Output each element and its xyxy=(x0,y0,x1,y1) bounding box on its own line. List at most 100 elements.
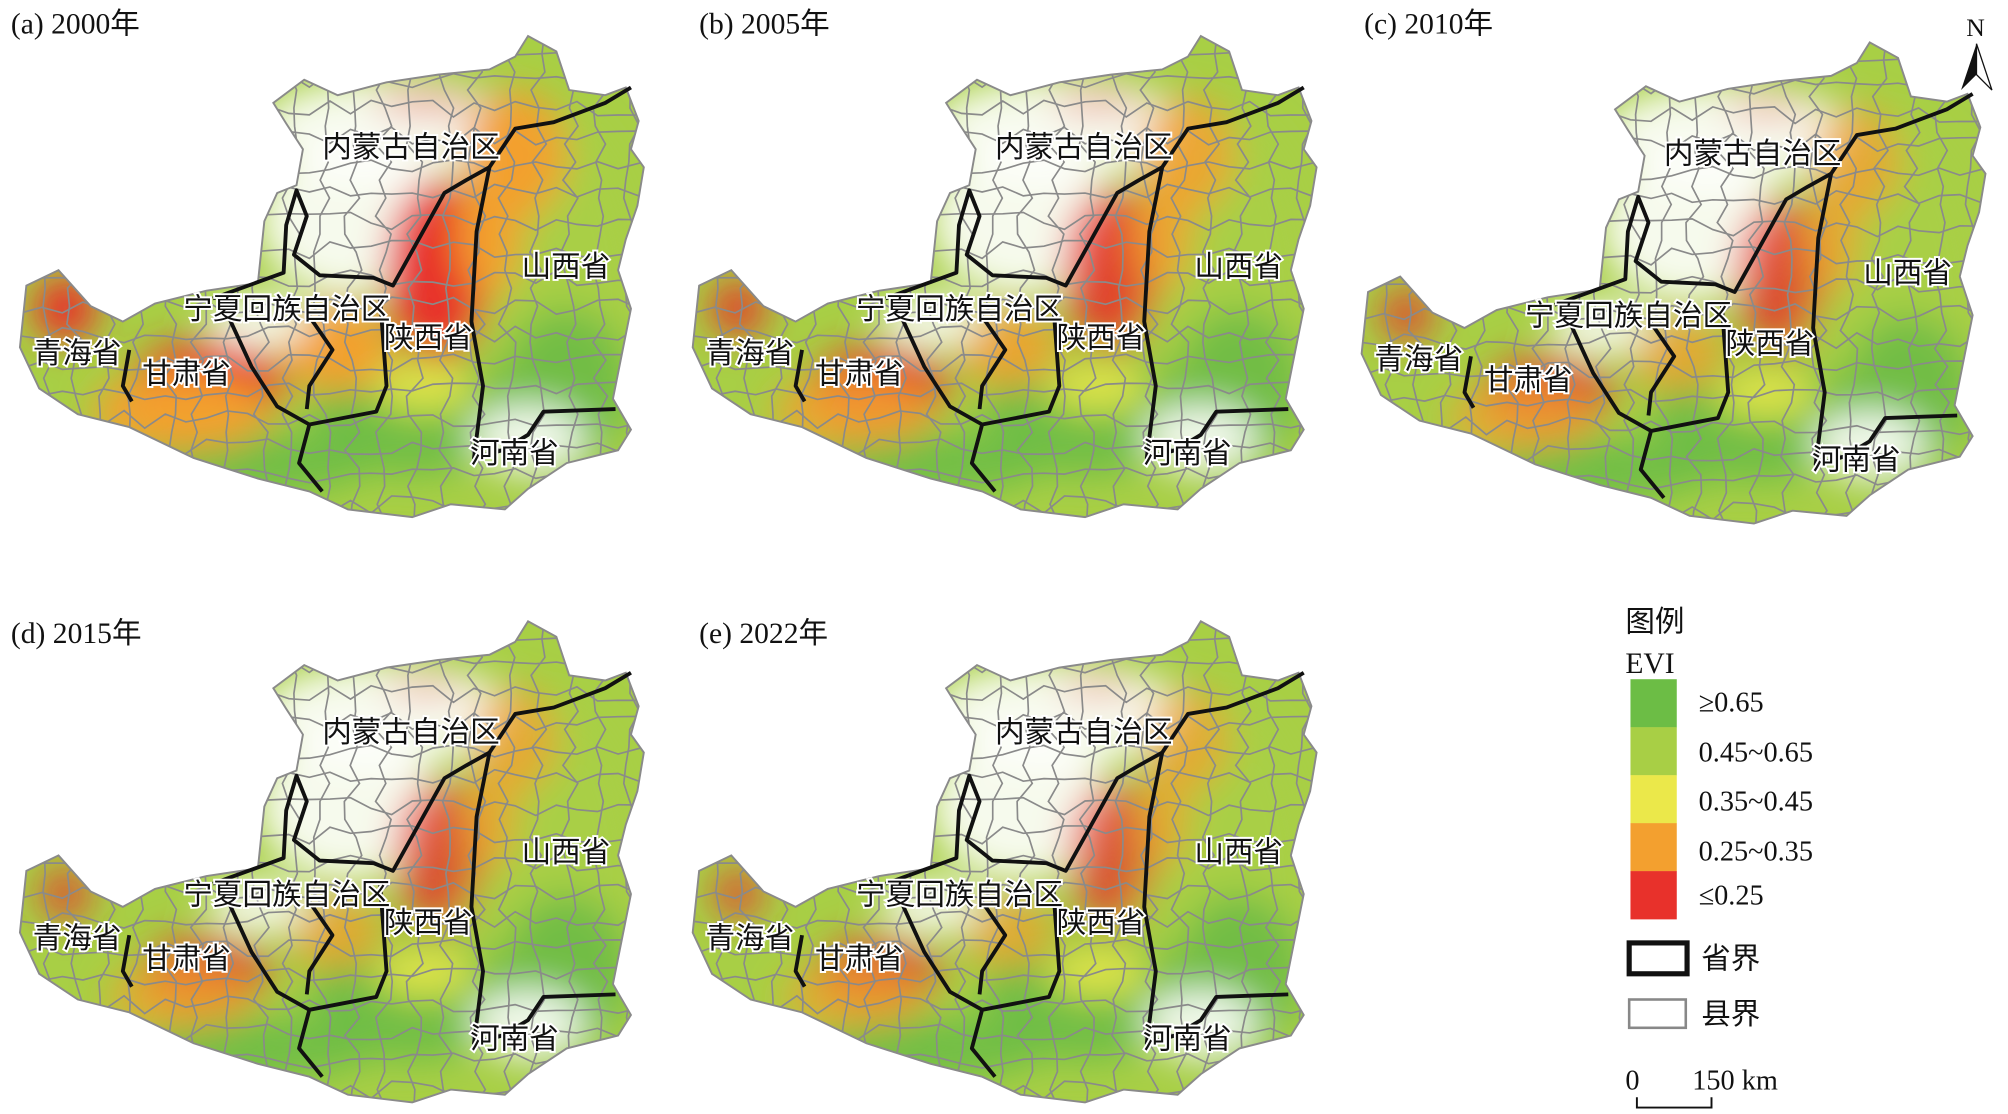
county-boundary xyxy=(653,585,670,1107)
evi-zone xyxy=(1628,315,1726,392)
county-boundary xyxy=(799,621,819,1103)
province-boundary xyxy=(793,934,807,988)
evi-zone xyxy=(287,895,383,970)
county-boundary xyxy=(653,0,670,522)
county-boundary xyxy=(692,621,696,1103)
province-boundary xyxy=(884,165,1164,301)
county-boundary xyxy=(799,36,819,518)
county-boundary xyxy=(1170,36,1190,518)
province-boundary xyxy=(1811,173,1958,467)
region-label-inner-mongolia: 内蒙古自治区 xyxy=(995,130,1172,164)
region-label-inner-mongolia: 内蒙古自治区 xyxy=(322,130,499,164)
county-boundary xyxy=(1808,42,1829,524)
province-boundary xyxy=(469,166,616,460)
evi-zone xyxy=(373,95,477,111)
county-boundary xyxy=(1407,42,1427,524)
panel-label-a: (a) 2000年 xyxy=(11,7,140,40)
legend-swatch xyxy=(1630,775,1677,824)
region-label-shaanxi: 陕西省 xyxy=(384,320,473,354)
province-boundary-swatch xyxy=(1626,940,1690,977)
county-boundary xyxy=(529,621,548,1103)
region-label-shanxi: 山西省 xyxy=(522,250,611,284)
evi-zone xyxy=(781,966,926,1028)
county-boundary xyxy=(127,36,146,518)
province-boundary xyxy=(487,671,632,754)
province-boundary xyxy=(487,85,632,169)
evi-zone xyxy=(463,764,516,870)
county-boundary xyxy=(1139,36,1160,518)
evi-zone xyxy=(395,781,481,930)
province-boundary xyxy=(1160,671,1305,754)
county-boundary xyxy=(529,36,548,518)
region-label-henan: 河南省 xyxy=(1143,1021,1232,1055)
county-boundary xyxy=(621,621,641,1103)
province-boundary xyxy=(977,315,1008,410)
county-boundary xyxy=(1439,42,1458,524)
province-boundary xyxy=(120,349,134,403)
north-arrow-icon: N xyxy=(1961,13,1993,91)
county-boundary xyxy=(65,621,85,1103)
legend-class-label: ≥0.65 xyxy=(1699,687,1764,718)
region-label-shaanxi: 陕西省 xyxy=(1057,320,1146,354)
county-boundary xyxy=(65,36,85,518)
province-boundary xyxy=(969,883,1062,1078)
province-boundary xyxy=(227,318,311,427)
region-label-qinghai: 青海省 xyxy=(1374,342,1463,376)
region-label-qinghai: 青海省 xyxy=(33,336,122,370)
county-boundary xyxy=(692,938,1317,958)
county-boundary xyxy=(1963,42,1983,524)
county-boundary xyxy=(1361,387,1986,407)
panel-label-d: (d) 2015年 xyxy=(11,617,142,650)
county-boundary xyxy=(1326,585,1343,1107)
legend-class-label: 0.35~0.45 xyxy=(1699,786,1813,817)
evi-zone xyxy=(1051,95,1145,110)
county-boundary xyxy=(19,966,644,986)
county-boundary xyxy=(19,621,24,1103)
region-label-henan: 河南省 xyxy=(470,1021,559,1055)
county-boundary xyxy=(97,36,116,518)
region-label-gansu: 甘肃省 xyxy=(142,942,231,976)
county-boundary xyxy=(466,621,487,1103)
legend-class-label: ≤0.25 xyxy=(1699,880,1764,911)
evi-zone xyxy=(1056,682,1140,695)
province-boundary xyxy=(1142,752,1289,1046)
region-label-shanxi: 山西省 xyxy=(1863,256,1952,290)
county-boundary xyxy=(1201,621,1221,1103)
county-boundary xyxy=(1170,621,1190,1103)
region-label-henan: 河南省 xyxy=(470,436,559,470)
region-label-gansu: 甘肃省 xyxy=(142,356,231,390)
county-boundary xyxy=(19,353,644,372)
evi-zone xyxy=(1736,200,1823,353)
province-boundary xyxy=(1462,355,1476,409)
panel-label-e: (e) 2022年 xyxy=(699,617,828,650)
region-label-ningxia: 宁夏回族自治区 xyxy=(856,877,1063,911)
county-boundary xyxy=(692,40,1317,61)
county-boundary-swatch xyxy=(1627,998,1688,1030)
county-boundary xyxy=(1201,36,1221,518)
region-label-shanxi: 山西省 xyxy=(1194,250,1283,284)
evi-zone xyxy=(711,868,764,920)
province-boundary xyxy=(1829,92,1974,175)
region-label-inner-mongolia: 内蒙古自治区 xyxy=(995,715,1172,749)
panel-label-c: (c) 2010年 xyxy=(1364,7,1493,40)
evi-zone xyxy=(1069,783,1152,928)
county-boundary xyxy=(738,36,758,518)
region-label-ningxia: 宁夏回族自治区 xyxy=(183,877,390,911)
province-boundary xyxy=(227,903,311,1012)
county-boundary xyxy=(497,36,517,518)
evi-zone xyxy=(955,306,1060,388)
region-label-henan: 河南省 xyxy=(1143,436,1232,470)
region-label-inner-mongolia: 内蒙古自治区 xyxy=(1664,136,1841,170)
county-boundary xyxy=(692,36,696,518)
evi-zone xyxy=(1136,765,1188,869)
evi-zone xyxy=(1723,102,1811,116)
region-label-gansu: 甘肃省 xyxy=(815,942,904,976)
region-label-qinghai: 青海省 xyxy=(33,921,122,955)
province-boundary xyxy=(1569,324,1652,433)
county-boundary xyxy=(35,36,54,518)
region-label-shaanxi: 陕西省 xyxy=(1057,906,1146,940)
scale-bar xyxy=(1635,1097,1713,1109)
region-label-qinghai: 青海省 xyxy=(706,921,795,955)
